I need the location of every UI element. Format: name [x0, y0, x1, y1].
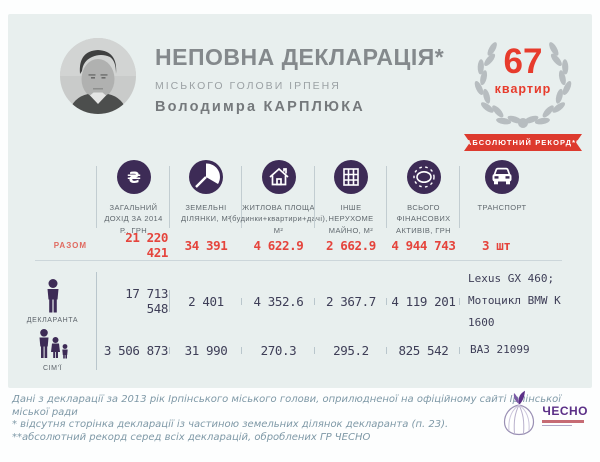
page-title: НЕПОВНА ДЕКЛАРАЦІЯ*	[155, 44, 445, 70]
declarant-other: 2 367.7	[315, 294, 387, 309]
mayor-photo	[60, 38, 136, 114]
car-icon	[485, 160, 519, 194]
chesno-wordmark: ЧЕСНО	[542, 404, 588, 418]
footnote-source: Дані з декларації за 2013 рік Ірпінськог…	[12, 394, 562, 418]
declarant-living: 4 352.6	[242, 294, 315, 309]
total-land: 34 391	[184, 237, 228, 253]
house-icon	[261, 160, 296, 194]
column-living: ЖИТЛОВА ПЛОЩА (будинки+квартири+дачі), М…	[229, 154, 327, 236]
declarant-assets: 4 119 201	[387, 294, 460, 309]
chesno-tagline-decoration2	[542, 424, 573, 426]
footnote-double-asterisk: **абсолютний рекорд серед всіх деклараці…	[12, 431, 371, 443]
column-transport: ТРАНСПОРТ	[460, 154, 592, 236]
total-row-label: РАЗОМ	[53, 240, 87, 250]
infographic-root: НЕПОВНА ДЕКЛАРАЦІЯ* МІСЬКОГО ГОЛОВИ ІРПЕ…	[0, 14, 600, 448]
table-row-declarant: ДЕКЛАРАНТА 17 713 548 2 401 4 352.6 2 36…	[8, 268, 592, 330]
laurel-wreath-icon	[474, 42, 572, 128]
family-other: 295.2	[315, 343, 387, 358]
total-income: 21 220 421	[125, 230, 168, 260]
badge-unit: квартир	[494, 82, 552, 96]
column-land-label: ЗЕМЕЛЬНІ ДІЛЯНКИ, М²	[181, 203, 231, 224]
page-subtitle: МІСЬКОГО ГОЛОВИ ІРПЕНЯ	[155, 80, 341, 92]
family-income: 3 506 873	[97, 343, 170, 358]
hryvnia-income-icon: ₴	[116, 160, 151, 194]
portrait-image	[60, 38, 136, 114]
family-label-cell: СІМ'Ї	[8, 326, 97, 374]
table-header: ₴ ЗАГАЛЬНИЙ ДОХІД ЗА 2014 Р., ГРН ЗЕМЕЛЬ…	[8, 154, 592, 236]
coin-icon	[406, 160, 441, 194]
record-badge: 67 квартир АБСОЛЮТНИЙ РЕКОРД**	[458, 26, 588, 151]
column-living-label: ЖИТЛОВА ПЛОЩА (будинки+квартири+дачі), М…	[229, 203, 328, 235]
column-income-label: ЗАГАЛЬНИЙ ДОХІД ЗА 2014 Р., ГРН	[104, 203, 163, 235]
declarant-transport: Lexus GX 460; Мотоцикл BMW K 1600	[460, 268, 592, 334]
family-row-label: СІМ'Ї	[42, 364, 63, 372]
column-other-property: ІНШЕ НЕРУХОМЕ МАЙНО, М²	[315, 154, 387, 236]
column-transport-label: ТРАНСПОРТ	[477, 203, 527, 212]
footnote-asterisk: * відсутня сторінка декларації із частин…	[12, 419, 449, 430]
family-land: 31 990	[170, 343, 242, 358]
declarant-label-cell: ДЕКЛАРАНТА	[8, 268, 97, 334]
footer: Дані з декларації за 2013 рік Ірпінськог…	[0, 388, 600, 448]
total-transport: 3 шт	[482, 237, 511, 253]
building-icon	[334, 160, 368, 194]
declarant-transport-line1: Lexus GX 460;	[468, 272, 555, 285]
declarant-land: 2 401	[170, 294, 242, 309]
header-spacer	[8, 154, 97, 236]
total-other: 2 662.9	[326, 237, 376, 253]
family-transport: ВАЗ 21099	[470, 343, 530, 356]
column-income: ₴ ЗАГАЛЬНИЙ ДОХІД ЗА 2014 Р., ГРН	[97, 154, 170, 236]
person-icon	[47, 278, 58, 312]
declaration-panel: НЕПОВНА ДЕКЛАРАЦІЯ* МІСЬКОГО ГОЛОВИ ІРПЕ…	[8, 14, 592, 388]
svg-text:₴: ₴	[127, 168, 141, 187]
land-plots-icon	[189, 160, 223, 194]
footnotes: Дані з декларації за 2013 рік Ірпінськог…	[12, 394, 592, 444]
declarant-transport-line2: Мотоцикл BMW K 1600	[468, 294, 561, 329]
family-living: 270.3	[242, 343, 315, 358]
chesno-tagline-decoration	[542, 420, 585, 423]
mayor-name: Володимра КАРПЛЮКА	[155, 99, 365, 115]
column-assets-label: ВСЬОГО ФІНАНСОВИХ АКТИВІВ, ГРН	[396, 203, 451, 235]
divider-line	[35, 260, 562, 261]
chesno-wordmark-block: ЧЕСНО	[542, 404, 588, 426]
column-land: ЗЕМЕЛЬНІ ДІЛЯНКИ, М²	[170, 154, 242, 236]
chesno-logo: ЧЕСНО	[498, 390, 588, 440]
garlic-icon	[504, 390, 535, 436]
laurel-wreath: 67 квартир	[468, 26, 578, 130]
title-block: НЕПОВНА ДЕКЛАРАЦІЯ* МІСЬКОГО ГОЛОВИ ІРПЕ…	[155, 44, 444, 115]
record-ribbon: АБСОЛЮТНИЙ РЕКОРД**	[464, 134, 582, 151]
declarant-income: 17 713 548	[97, 286, 170, 316]
family-icon	[39, 328, 68, 358]
total-living: 4 622.9	[253, 237, 304, 253]
column-assets: ВСЬОГО ФІНАНСОВИХ АКТИВІВ, ГРН	[387, 154, 460, 236]
table-row-family: СІМ'Ї 3 506 873 31 990 270.3 295.2 825 5…	[8, 326, 592, 374]
badge-number: 67	[503, 42, 543, 81]
declarant-row-label: ДЕКЛАРАНТА	[26, 316, 79, 324]
family-assets: 825 542	[387, 343, 460, 358]
total-assets: 4 944 743	[391, 237, 456, 253]
table-row-total: РАЗОМ 21 220 421 34 391 4 622.9 2 662.9 …	[8, 230, 592, 260]
column-other-property-label: ІНШЕ НЕРУХОМЕ МАЙНО, М²	[328, 203, 374, 235]
